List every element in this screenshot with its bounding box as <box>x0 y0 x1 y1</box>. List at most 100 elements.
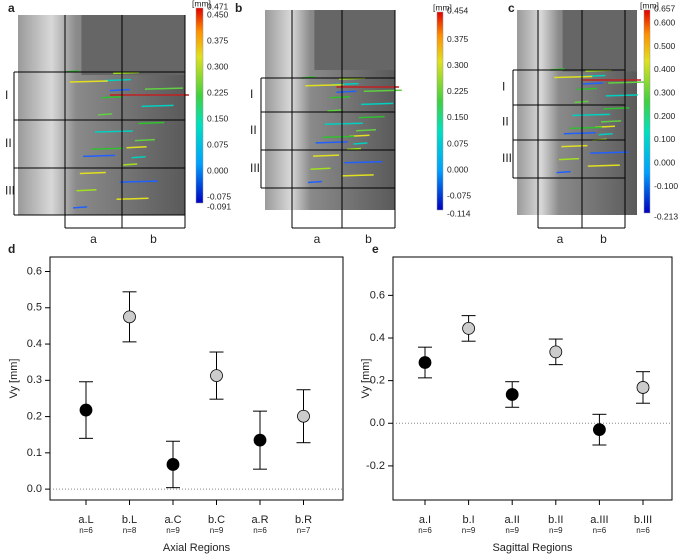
vector-arrow <box>336 90 357 94</box>
y-tick-label: 0.2 <box>370 375 385 387</box>
x-tick-label: a.R <box>251 514 268 526</box>
colorbar-unit: [mm] <box>433 2 452 12</box>
y-tick-label: 0.6 <box>27 265 42 277</box>
y-tick-label: 0.2 <box>27 410 42 422</box>
vector-arrow <box>113 71 140 75</box>
y-tick-label: 0.4 <box>370 332 385 344</box>
x-tick-label: a.II <box>505 514 520 526</box>
x-axis-label: Sagittal Regions <box>492 542 573 554</box>
colorbar-label: 0.300 <box>447 60 469 70</box>
colorbar-label: -0.213 <box>654 211 678 221</box>
vector-arrow <box>307 180 322 184</box>
vector-arrow <box>327 109 342 112</box>
colorbar-label: 0.375 <box>207 36 229 46</box>
vector-arrow <box>141 104 174 108</box>
vector-arrow <box>569 126 602 130</box>
y-tick-label: -0.2 <box>366 460 385 472</box>
n-label: n=8 <box>123 526 137 535</box>
mean-point <box>253 433 267 447</box>
region-label: II <box>250 123 257 137</box>
y-tick-label: 0.0 <box>27 483 42 495</box>
region-label: II <box>502 115 509 129</box>
vector-arrow <box>355 129 377 132</box>
x-tick-label: a.III <box>590 514 608 526</box>
colorbar-label: 0.300 <box>654 88 676 98</box>
colorbar-label: 0.150 <box>207 114 229 124</box>
image-background <box>562 10 637 72</box>
n-label: n=9 <box>462 526 476 535</box>
mean-point <box>166 458 180 471</box>
colorbar-label: 0.000 <box>654 158 676 168</box>
vector-arrow <box>69 80 108 83</box>
colorbar-unit: [mm] <box>192 0 211 8</box>
colorbar-unit: [mm] <box>640 0 659 10</box>
vector-arrow <box>310 167 331 171</box>
mean-point <box>505 388 519 401</box>
mean-point <box>418 356 432 369</box>
vector-arrow <box>144 87 183 90</box>
x-tick-label: a.L <box>78 514 93 526</box>
vector-arrow <box>138 121 165 125</box>
colorbar-label: 0.375 <box>447 34 469 44</box>
image-background <box>314 10 395 70</box>
n-label: n=6 <box>593 526 607 535</box>
n-label: n=6 <box>79 526 93 535</box>
vector-arrow <box>98 113 113 116</box>
y-tick-label: 0.6 <box>370 289 385 301</box>
x-tick-label: a.I <box>419 514 431 526</box>
y-axis-label: Vy [mm] <box>8 359 20 399</box>
vector-arrow <box>344 160 383 164</box>
colorbar-label: 0.471 <box>207 1 229 11</box>
mean-point <box>593 423 606 437</box>
colorbar-label: 0.150 <box>447 112 469 122</box>
vector-arrow <box>315 141 348 144</box>
vector-arrow <box>131 156 146 159</box>
vector-arrow <box>83 154 116 158</box>
vector-arrow <box>329 96 351 99</box>
mean-point <box>123 310 136 324</box>
region-label: III <box>502 151 512 165</box>
n-label: n=9 <box>210 526 224 535</box>
colorbar-label: 0.400 <box>654 64 676 74</box>
colorbar-label: 0.600 <box>654 18 676 28</box>
vector-arrow <box>558 157 580 161</box>
colorbar-label: 0.000 <box>447 165 469 175</box>
vector-arrow <box>576 87 598 91</box>
plot-frame <box>49 256 344 501</box>
y-axis-label: Vy [mm] <box>360 359 372 399</box>
x-tick-label: b.II <box>548 514 563 526</box>
colorbar-label: 0.450 <box>207 10 229 20</box>
region-label: I <box>502 80 505 94</box>
colorbar <box>643 9 651 214</box>
region-label: I <box>5 88 8 102</box>
region-label: a <box>90 232 97 246</box>
vector-arrow <box>358 115 385 119</box>
colorbar-label: -0.075 <box>207 192 231 202</box>
vector-arrow <box>116 197 149 201</box>
vector-arrow <box>76 188 97 192</box>
vector-arrow <box>322 135 355 139</box>
region-label: a <box>314 232 321 246</box>
x-tick-label: b.III <box>634 514 652 526</box>
n-label: n=6 <box>418 526 432 535</box>
colorbar-label: -0.091 <box>207 201 231 211</box>
colorbar-label: 0.300 <box>207 62 229 72</box>
colorbar-label: -0.075 <box>447 191 471 201</box>
y-tick-label: 0.4 <box>27 338 42 350</box>
vector-arrow <box>563 131 596 135</box>
y-tick-label: 0.5 <box>27 302 42 314</box>
colorbar <box>436 11 444 211</box>
panel-letter: b <box>235 1 242 15</box>
panel-letter: a <box>8 1 15 15</box>
x-tick-label: b.C <box>208 514 225 526</box>
colorbar-label: 0.225 <box>207 88 229 98</box>
n-label: n=9 <box>166 526 180 535</box>
vector-arrow <box>361 102 394 106</box>
mean-point <box>549 345 563 359</box>
colorbar-label: 0.454 <box>447 5 469 15</box>
mean-point <box>210 369 223 382</box>
n-label: n=9 <box>505 526 519 535</box>
colorbar-label: 0.200 <box>654 111 676 121</box>
region-label: II <box>5 136 12 150</box>
